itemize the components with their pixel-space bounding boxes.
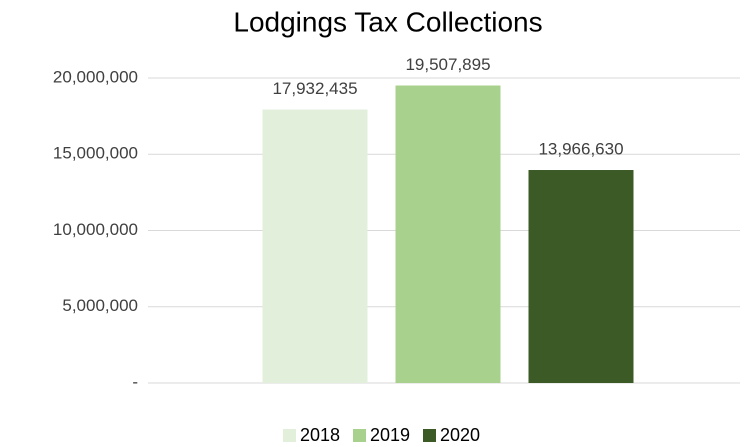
value-label: 19,507,895 — [405, 55, 490, 74]
y-tick-label: - — [132, 372, 138, 391]
legend-label: 2020 — [440, 425, 480, 445]
y-tick-label: 10,000,000 — [53, 220, 138, 239]
value-label: 13,966,630 — [538, 139, 623, 158]
y-tick-label: 20,000,000 — [53, 67, 138, 86]
legend-swatch — [283, 429, 296, 442]
bar — [262, 109, 368, 383]
chart-title: Lodgings Tax Collections — [233, 6, 542, 37]
y-tick-label: 5,000,000 — [62, 296, 138, 315]
legend-swatch — [353, 429, 366, 442]
legend-swatch — [423, 429, 436, 442]
bar — [528, 170, 634, 383]
legend-label: 2019 — [370, 425, 410, 445]
value-label: 17,932,435 — [272, 79, 357, 98]
legend-label: 2018 — [300, 425, 340, 445]
y-tick-label: 15,000,000 — [53, 144, 138, 163]
bar — [395, 85, 501, 383]
